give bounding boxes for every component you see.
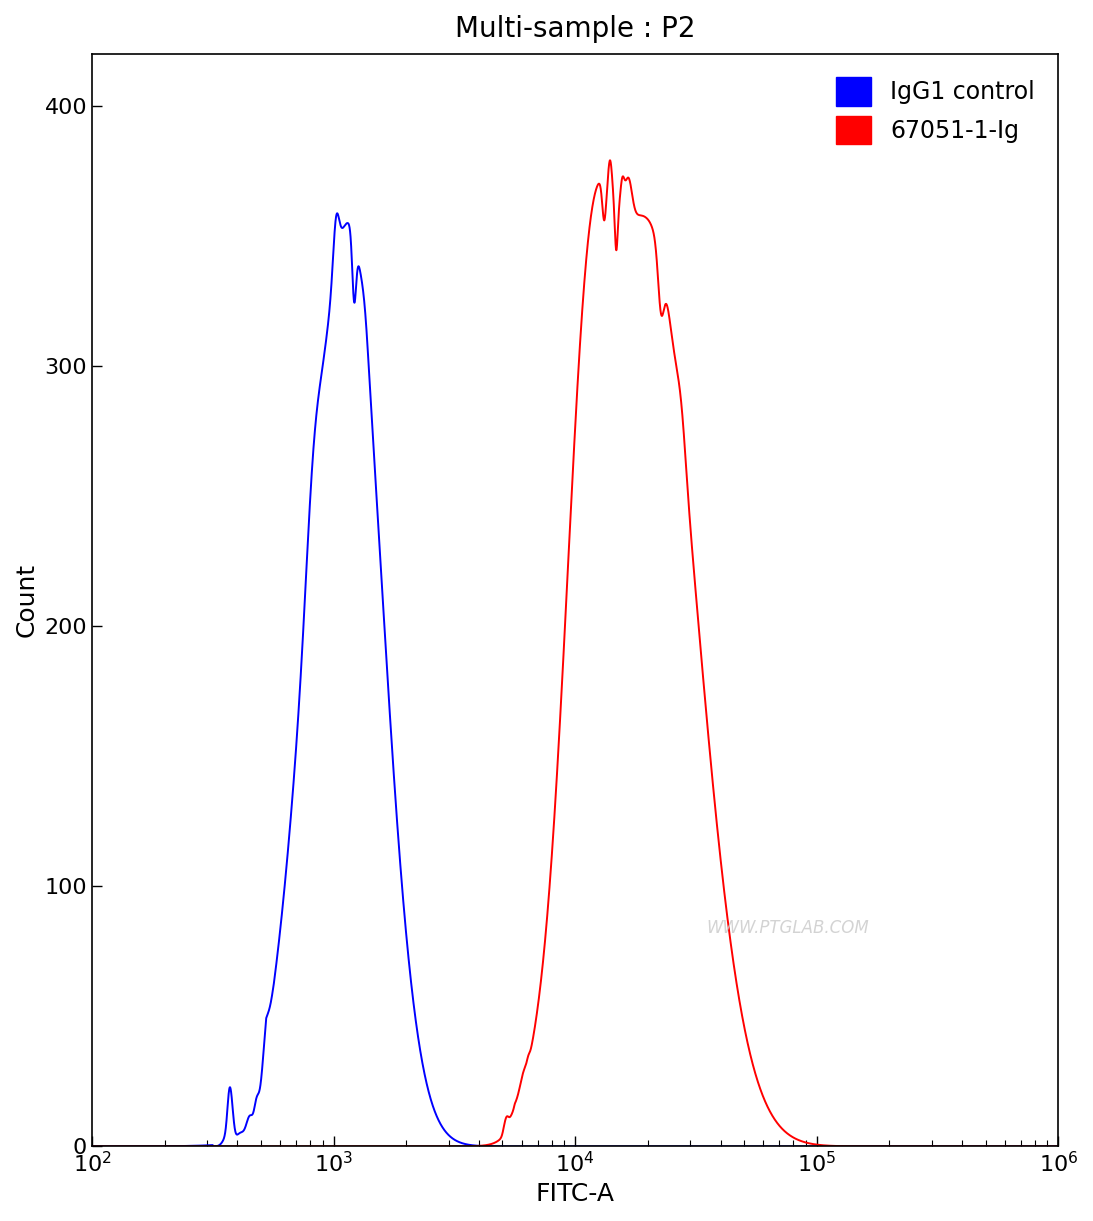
Y-axis label: Count: Count (15, 563, 39, 637)
X-axis label: FITC-A: FITC-A (536, 1182, 614, 1206)
Text: WWW.PTGLAB.COM: WWW.PTGLAB.COM (706, 919, 869, 937)
Title: Multi-sample : P2: Multi-sample : P2 (455, 15, 695, 43)
Legend: IgG1 control, 67051-1-Ig: IgG1 control, 67051-1-Ig (824, 66, 1046, 156)
